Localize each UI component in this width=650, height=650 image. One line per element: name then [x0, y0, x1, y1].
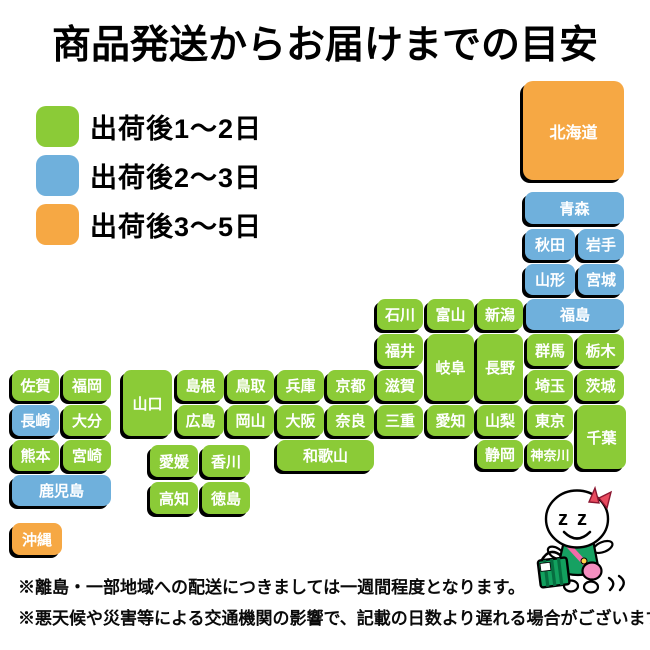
- mascot-smile: [562, 530, 592, 540]
- legend-item-1-2-days: 出荷後1〜2日: [36, 106, 262, 147]
- prefecture-box: 静岡: [477, 440, 523, 469]
- prefecture-box: 東京: [527, 405, 573, 436]
- page-title: 商品発送からお届けまでの目安: [51, 24, 598, 67]
- prefecture-box: 奈良: [327, 405, 374, 436]
- mascot-head: [544, 489, 610, 549]
- prefecture-box: 山口: [123, 370, 172, 436]
- prefecture-box: 鹿児島: [12, 475, 111, 506]
- prefecture-box: 大阪: [277, 405, 324, 436]
- prefecture-box: 茨城: [577, 370, 624, 401]
- mascot-pouch: [581, 561, 603, 581]
- prefecture-box: 北海道: [523, 81, 624, 180]
- prefecture-box: 大分: [63, 405, 111, 436]
- prefecture-box: 長野: [477, 334, 523, 401]
- prefecture-box: 千葉: [577, 405, 626, 469]
- footnote-weather-delay: ※悪天候や災害等による交通機関の影響で、記載の日数より遅れる場合がございます。: [18, 609, 650, 628]
- mascot-foot: [582, 580, 600, 594]
- prefecture-box: 佐賀: [12, 370, 59, 401]
- mascot-star-charm: [580, 557, 588, 565]
- prefecture-box: 秋田: [525, 229, 575, 260]
- mascot-zz-eyes: zz: [558, 508, 596, 530]
- prefecture-box: 三重: [377, 405, 423, 436]
- prefecture-box: 沖縄: [12, 523, 62, 555]
- legend-swatch-blue: [36, 155, 79, 196]
- prefecture-box: 福井: [377, 334, 423, 366]
- legend: 出荷後1〜2日 出荷後2〜3日 出荷後3〜5日: [36, 106, 262, 253]
- prefecture-box: 岩手: [578, 229, 624, 260]
- prefecture-box: 新潟: [477, 299, 523, 330]
- prefecture-box: 鳥取: [227, 370, 274, 401]
- prefecture-box: 徳島: [202, 482, 250, 514]
- prefecture-box: 群馬: [527, 334, 573, 366]
- prefecture-box: 長崎: [12, 405, 59, 436]
- prefecture-box: 青森: [525, 192, 624, 224]
- prefecture-box: 熊本: [12, 440, 59, 471]
- legend-swatch-green: [36, 106, 79, 147]
- prefecture-box: 埼玉: [527, 370, 573, 401]
- motion-lines-icon: [607, 574, 625, 592]
- mascot-basket-icon: [536, 550, 571, 589]
- prefecture-box: 京都: [327, 370, 374, 401]
- footnotes: ※離島・一部地域への配送につきましては一週間程度となります。 ※悪天候や災害等に…: [18, 572, 650, 634]
- prefecture-box: 岡山: [227, 405, 274, 436]
- prefecture-box: 神奈川: [527, 440, 573, 469]
- prefecture-box: 広島: [177, 405, 224, 436]
- sleeping-mascot: zz: [536, 485, 625, 594]
- legend-swatch-orange: [36, 204, 79, 245]
- legend-label: 出荷後2〜3日: [90, 163, 263, 193]
- legend-item-3-5-days: 出荷後3〜5日: [36, 204, 262, 245]
- prefecture-box: 滋賀: [377, 370, 423, 401]
- prefecture-box: 山形: [525, 264, 575, 295]
- prefecture-box: 福島: [526, 299, 624, 330]
- legend-item-2-3-days: 出荷後2〜3日: [36, 155, 262, 196]
- prefecture-box: 高知: [150, 482, 198, 514]
- prefecture-box: 栃木: [577, 334, 624, 366]
- prefecture-box: 宮城: [578, 264, 624, 295]
- prefecture-box: 愛媛: [150, 445, 198, 477]
- prefecture-box: 愛知: [427, 405, 474, 436]
- prefecture-box: 富山: [427, 299, 474, 330]
- legend-label: 出荷後3〜5日: [90, 212, 263, 242]
- prefecture-box: 兵庫: [277, 370, 324, 401]
- legend-label: 出荷後1〜2日: [90, 114, 263, 144]
- mascot-ribbon-icon: [587, 485, 613, 510]
- prefecture-box: 福岡: [63, 370, 111, 401]
- prefecture-box: 岐阜: [427, 334, 474, 401]
- prefecture-box: 石川: [377, 299, 423, 330]
- prefecture-box: 宮崎: [63, 440, 111, 471]
- prefecture-box: 島根: [177, 370, 224, 401]
- prefecture-box: 和歌山: [277, 440, 374, 471]
- prefecture-box: 山梨: [477, 405, 523, 436]
- footnote-remote-islands: ※離島・一部地域への配送につきましては一週間程度となります。: [18, 578, 525, 597]
- prefecture-box: 香川: [202, 445, 250, 477]
